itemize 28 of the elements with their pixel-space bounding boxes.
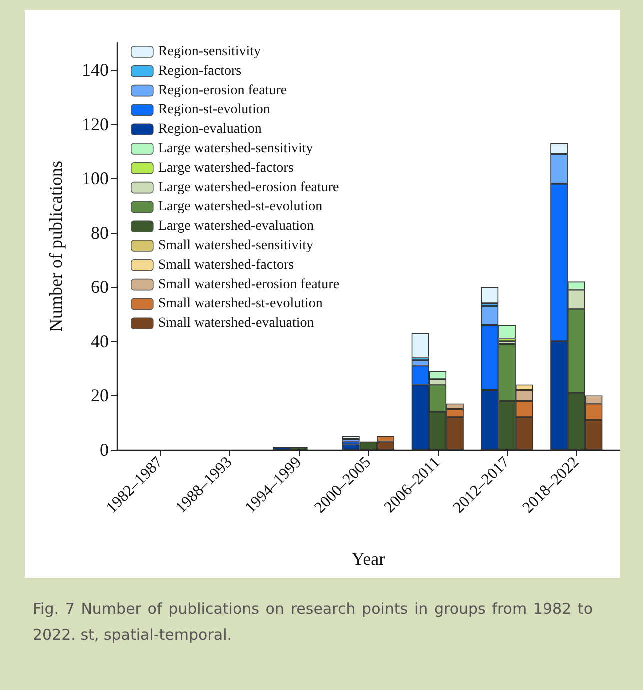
legend-label: Small watershed-factors	[158, 258, 294, 273]
y-tick-label: 20	[91, 386, 109, 406]
y-axis-title: Number of publications	[46, 161, 66, 332]
legend-label: Region-evaluation	[158, 122, 262, 138]
legend-label: Region-erosion feature	[158, 83, 288, 98]
y-tick-label: 0	[100, 440, 109, 460]
bar	[481, 287, 499, 304]
y-tick-label: 100	[82, 168, 109, 189]
y-tick-label: 120	[82, 114, 109, 134]
legend-label: Small watershed-sensitivity	[158, 238, 314, 254]
legend-label: Large watershed-erosion feature	[158, 180, 340, 196]
y-tick-label: 140	[82, 60, 109, 80]
x-axis-title: Year	[352, 549, 386, 569]
legend-label: Large watershed-factors	[158, 160, 294, 176]
legend-label: Large watershed-sensitivity	[158, 142, 314, 156]
legend-label: Large watershed-st-evolution	[158, 200, 323, 215]
y-tick-label: 60	[91, 277, 109, 298]
caption: Fig. 7 Number of publications on research points in groups from 1982 to 2022. st, spatial-temporal.	[33, 599, 593, 646]
legend-label: Region-factors	[158, 64, 242, 79]
legend-label: Large watershed-evaluation	[158, 219, 314, 234]
legend-label: Region-sensitivity	[158, 44, 262, 60]
bar	[412, 333, 430, 358]
y-tick-label: 40	[91, 331, 109, 352]
legend-label: Small watershed-evaluation	[158, 316, 314, 332]
legend-label: Small watershed-st-evolution	[158, 296, 323, 312]
legend-label: Small watershed-erosion feature	[158, 277, 340, 292]
legend-label: Region-st-evolution	[158, 102, 270, 118]
y-tick-label: 80	[91, 222, 109, 243]
